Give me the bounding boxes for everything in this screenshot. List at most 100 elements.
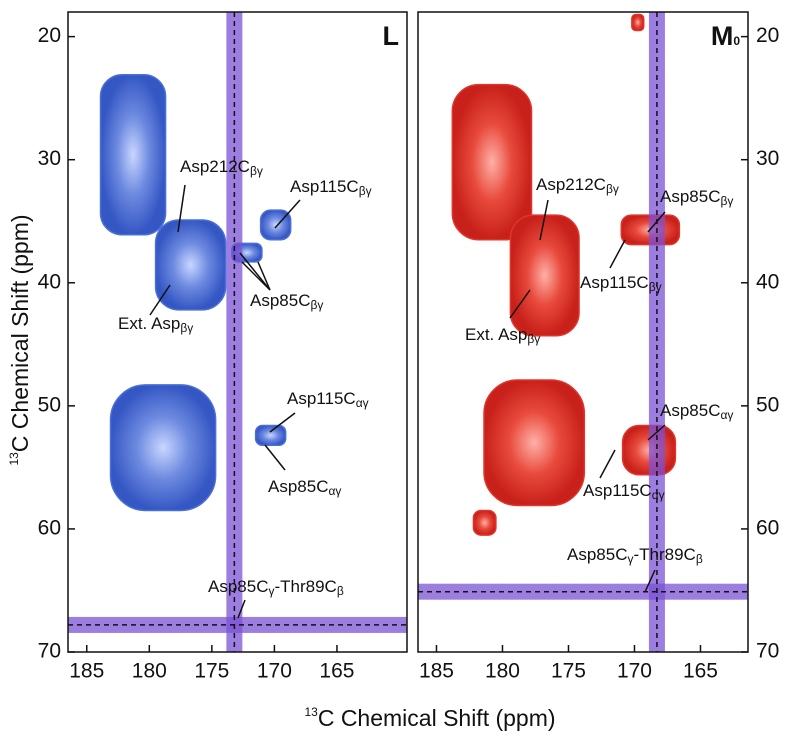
y-axis-title-part: 13 — [7, 452, 21, 466]
y-tick-label: 40 — [38, 270, 61, 293]
annotation-part: Asp85C — [208, 577, 268, 596]
annotation-part: β — [337, 584, 344, 598]
peak-contour — [509, 214, 580, 337]
x-tick-label: 165 — [683, 660, 718, 683]
annotation-part: αγ — [652, 488, 665, 502]
y-tick-label: 70 — [38, 640, 61, 663]
peak-contour — [109, 384, 217, 512]
annotation-arrow — [599, 449, 616, 479]
annotation-part: Asp115C — [287, 389, 356, 408]
y-tick-label: 50 — [38, 393, 61, 416]
x-tick-label: 180 — [485, 660, 520, 683]
annotation: Asp115Cβγ — [290, 177, 372, 197]
annotation-arrow — [647, 211, 666, 233]
annotation-part: βγ — [250, 164, 263, 178]
x-tick-label: 165 — [319, 660, 354, 683]
y-axis-title-part: C Chemical Shift (ppm) — [7, 214, 33, 452]
annotation: Asp115Cαγ — [287, 389, 369, 409]
panel-label-part: M — [711, 21, 734, 51]
annotation-arrow — [644, 569, 656, 593]
y-axis-title: 13C Chemical Shift (ppm) — [7, 214, 33, 465]
y-tick-label: 60 — [756, 516, 779, 539]
x-axis-title: 13C Chemical Shift (ppm) — [304, 705, 555, 731]
annotation-arrow — [274, 199, 301, 229]
annotation-part: Asp85C — [660, 187, 720, 206]
y-tick-label: 20 — [38, 24, 61, 47]
annotation-part: βγ — [527, 332, 540, 346]
panel-label-part: L — [383, 21, 400, 51]
x-tick-label: 185 — [69, 660, 104, 683]
annotation-arrow — [509, 289, 531, 319]
annotation-part: βγ — [359, 184, 372, 198]
annotation-part: Asp85C — [660, 401, 720, 420]
y-tick-label: 50 — [756, 393, 779, 416]
annotation-arrow — [177, 184, 186, 233]
x-tick-label: 170 — [617, 660, 652, 683]
y-tick-label: 60 — [38, 516, 61, 539]
annotation-part: Asp212C — [180, 157, 250, 176]
y-tick-label: 40 — [756, 270, 779, 293]
annotation-arrow — [264, 444, 286, 471]
annotation-part: βγ — [180, 321, 193, 335]
y-tick-label: 30 — [38, 147, 61, 170]
reference-band — [68, 616, 407, 633]
annotation-arrow — [609, 239, 626, 269]
x-tick-label: 180 — [132, 660, 167, 683]
annotation-part: -Thr89C — [274, 577, 336, 596]
annotation-part: Asp85C — [250, 291, 310, 310]
peak-contour — [451, 83, 533, 241]
x-tick-label: 185 — [419, 660, 454, 683]
annotation-part: βγ — [310, 298, 323, 312]
annotation-part: βγ — [720, 194, 733, 208]
annotation: Asp85Cβγ — [250, 291, 323, 311]
annotation: Asp85Cγ-Thr89Cβ — [567, 545, 703, 565]
panel-label: M0 — [711, 21, 741, 51]
x-tick-label: 175 — [551, 660, 586, 683]
annotation-part: Asp85C — [567, 545, 627, 564]
annotation: Asp212Cβγ — [180, 157, 263, 177]
peak-contour — [254, 424, 287, 446]
annotation-part: Asp85C — [268, 477, 328, 496]
annotation-arrow — [257, 261, 271, 291]
peak-contour — [259, 209, 292, 241]
peak-contour — [483, 379, 586, 507]
plot-frame — [417, 11, 749, 653]
peak-contour — [631, 13, 645, 32]
annotation-part: β — [696, 552, 703, 566]
annotation-arrow — [241, 261, 271, 291]
peak-contour — [472, 509, 497, 536]
y-tick-label: 30 — [756, 147, 779, 170]
annotation-part: βγ — [649, 280, 662, 294]
annotation-part: Ext. Asp — [118, 314, 180, 333]
annotation-arrow — [237, 599, 246, 619]
annotation: Ext. Aspβγ — [465, 325, 540, 345]
annotation: Asp85Cγ-Thr89Cβ — [208, 577, 344, 597]
annotation-part: Asp212C — [536, 175, 606, 194]
plot-frame — [67, 11, 408, 653]
annotation: Asp212Cβγ — [536, 175, 619, 195]
annotation: Asp115Cβγ — [580, 273, 662, 293]
x-tick-label: 175 — [194, 660, 229, 683]
annotation-arrow — [269, 412, 296, 433]
panel-label-part: 0 — [733, 34, 740, 48]
annotation-part: γ — [627, 552, 633, 566]
annotation-part: γ — [268, 584, 274, 598]
annotation: Asp85Cβγ — [660, 187, 733, 207]
annotation-arrow — [149, 284, 171, 316]
annotation-arrow — [239, 252, 271, 291]
annotation-arrow — [539, 199, 549, 241]
annotation-part: αγ — [328, 484, 341, 498]
annotation-part: -Thr89C — [633, 545, 695, 564]
annotation-part: Ext. Asp — [465, 325, 527, 344]
y-tick-label: 70 — [756, 640, 779, 663]
y-tick-label: 20 — [756, 24, 779, 47]
annotation-part: αγ — [356, 396, 369, 410]
annotation: Ext. Aspβγ — [118, 314, 193, 334]
annotation-part: Asp115C — [580, 273, 649, 292]
x-axis-title-part: C Chemical Shift (ppm) — [318, 705, 556, 731]
peak-contour — [154, 219, 227, 311]
peak-contour — [99, 74, 167, 236]
annotation: Asp115Cαγ — [583, 481, 665, 501]
annotation-part: Asp115C — [290, 177, 359, 196]
